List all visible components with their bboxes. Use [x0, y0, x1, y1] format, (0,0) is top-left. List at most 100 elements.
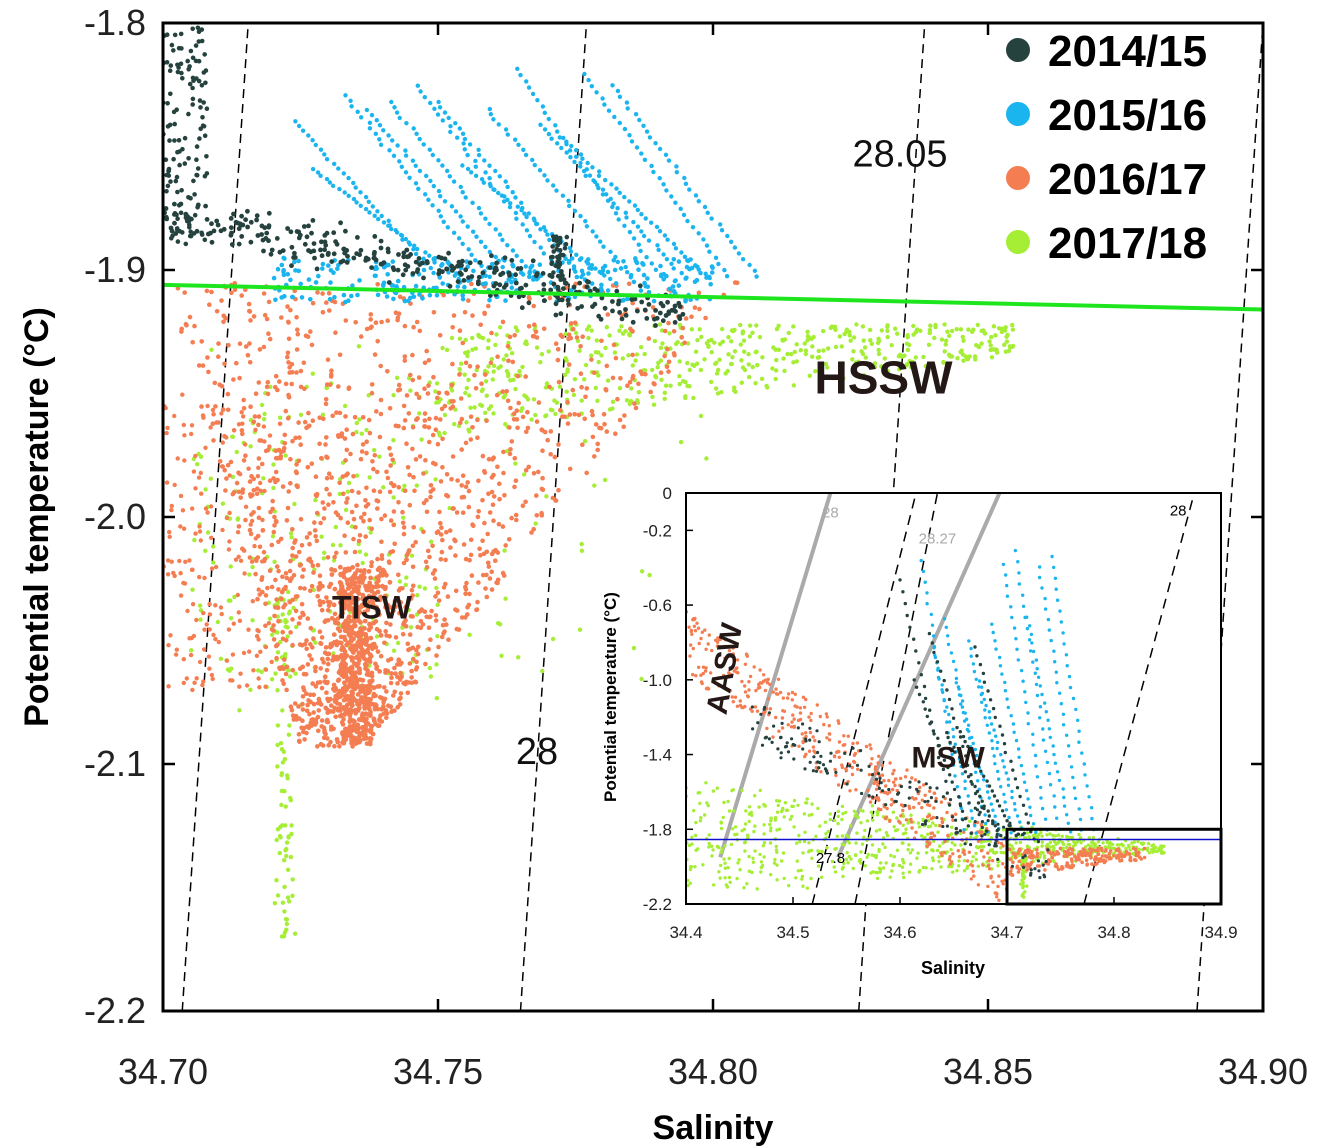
data-point-2017-18: [604, 325, 609, 330]
inset-data-point-2017-18: [1053, 834, 1058, 838]
data-point-2015-16: [693, 193, 699, 198]
data-point-2015-16: [583, 173, 588, 178]
data-point-2014-15: [517, 286, 523, 292]
inset-data-point-2017-18: [729, 842, 734, 847]
data-point-2016-17: [208, 425, 213, 430]
data-point-2016-17: [339, 594, 344, 600]
data-point-2016-17: [293, 554, 299, 559]
data-point-2016-17: [327, 644, 333, 650]
data-point-2015-16: [349, 293, 354, 299]
main-y-tick-labels: -1.8-1.9-2.0-2.1-2.2: [84, 2, 146, 1031]
data-point-2016-17: [363, 661, 368, 667]
data-point-2017-18: [739, 358, 744, 363]
inset-data-point-2017-18: [1077, 832, 1081, 837]
data-point-2015-16: [359, 115, 364, 120]
data-point-2016-17: [308, 329, 313, 334]
data-point-2015-16: [487, 297, 492, 303]
data-point-2017-18: [278, 415, 283, 420]
data-point-2017-18: [291, 605, 296, 611]
inset-data-point-2017-18: [792, 798, 797, 803]
data-point-2015-16: [350, 283, 355, 289]
data-point-2016-17: [319, 455, 324, 461]
data-point-2017-18: [683, 394, 688, 399]
data-point-2016-17: [256, 465, 261, 470]
data-point-2016-17: [611, 342, 617, 348]
data-point-2016-17: [469, 573, 475, 578]
data-point-2016-17: [387, 579, 393, 585]
data-point-2016-17: [231, 621, 236, 626]
data-point-2017-18: [496, 621, 501, 626]
data-point-2017-18: [370, 615, 375, 621]
data-point-2016-17: [392, 665, 397, 671]
inset-data-point-2016-17: [709, 671, 713, 675]
data-point-2016-17: [398, 586, 403, 591]
data-point-2016-17: [504, 389, 510, 394]
data-point-2016-17: [257, 685, 262, 690]
inset-data-point-2017-18: [717, 870, 721, 874]
inset-data-point-2016-17: [999, 841, 1004, 846]
data-point-2017-18: [357, 549, 362, 554]
data-point-2017-18: [885, 323, 890, 328]
data-point-2015-16: [503, 127, 509, 132]
data-point-2016-17: [216, 420, 221, 425]
data-point-2016-17: [210, 421, 216, 427]
inset-data-point-2017-18: [736, 861, 740, 865]
data-point-2015-16: [351, 196, 357, 202]
data-point-2015-16: [615, 259, 620, 265]
data-point-2017-18: [810, 354, 815, 359]
data-point-2016-17: [345, 640, 351, 646]
data-point-2015-16: [631, 236, 637, 241]
data-point-2015-16: [664, 257, 670, 262]
data-point-2017-18: [467, 429, 472, 434]
data-point-2016-17: [384, 469, 389, 475]
data-point-2016-17: [534, 493, 539, 498]
data-point-2016-17: [297, 615, 303, 620]
data-point-2017-18: [522, 472, 527, 477]
inset-isopycnal-2: [854, 493, 939, 904]
data-point-2015-16: [602, 102, 607, 107]
data-point-2015-16: [617, 190, 622, 195]
data-point-2017-18: [841, 376, 846, 381]
inset-data-point-2017-18: [803, 830, 807, 834]
inset-data-point-2017-18: [852, 809, 856, 813]
data-point-2015-16: [488, 183, 493, 189]
data-point-2016-17: [317, 699, 323, 705]
data-point-2016-17: [355, 722, 361, 728]
data-point-2017-18: [290, 877, 295, 882]
data-point-2016-17: [351, 536, 356, 542]
data-point-2015-16: [363, 194, 369, 200]
data-point-2014-15: [461, 278, 467, 283]
data-point-2015-16: [282, 256, 287, 261]
data-point-2016-17: [442, 617, 447, 622]
data-point-2016-17: [453, 553, 458, 558]
data-point-2015-16: [514, 253, 519, 258]
data-point-2016-17: [315, 744, 320, 749]
data-point-2017-18: [280, 823, 285, 828]
data-point-2016-17: [369, 526, 375, 532]
data-point-2015-16: [698, 270, 703, 276]
data-point-2017-18: [501, 357, 506, 362]
data-point-2016-17: [333, 330, 338, 336]
legend-marker-2014-15: [1006, 38, 1030, 62]
data-point-2016-17: [181, 422, 186, 428]
inset-data-point-2017-18: [723, 861, 727, 865]
inset-data-point-2017-18: [840, 804, 845, 809]
inset-data-point-2016-17: [735, 704, 740, 708]
data-point-2017-18: [289, 823, 294, 828]
data-point-2014-15: [194, 172, 199, 178]
data-point-2014-15: [642, 307, 648, 313]
data-point-2017-18: [602, 477, 608, 483]
data-point-2016-17: [589, 357, 594, 362]
data-point-2014-15: [197, 98, 203, 103]
inset-data-point-2017-18: [854, 841, 858, 845]
data-point-2016-17: [339, 431, 345, 436]
data-point-2016-17: [357, 701, 362, 707]
data-point-2016-17: [349, 606, 355, 611]
data-point-2014-15: [646, 302, 652, 307]
data-point-2017-18: [954, 327, 959, 332]
inset-data-point-2017-18: [891, 810, 895, 814]
data-point-2017-18: [785, 351, 790, 357]
data-point-2014-15: [288, 229, 294, 235]
data-point-2015-16: [423, 250, 428, 255]
data-point-2017-18: [789, 352, 794, 357]
